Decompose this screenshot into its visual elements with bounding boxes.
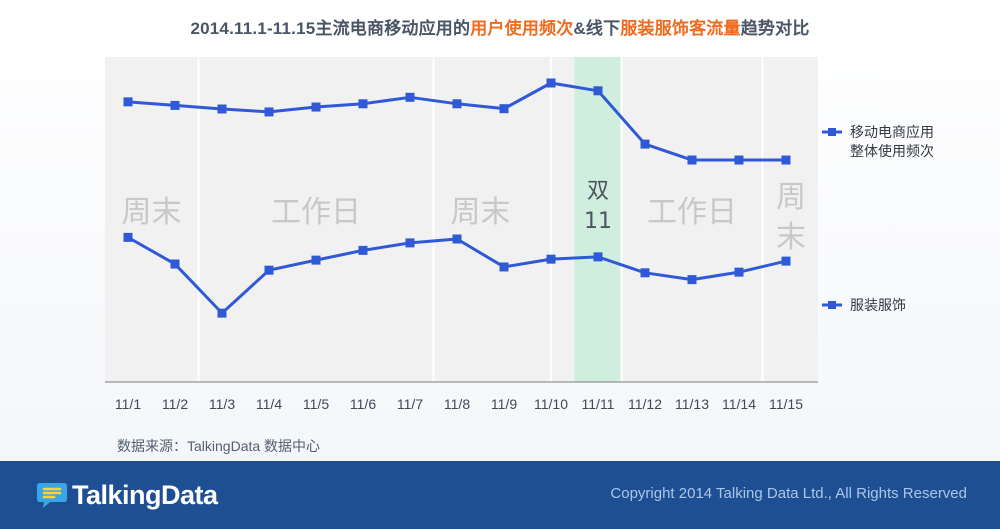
data-point-1-13 [734,267,744,277]
data-point-1-4 [311,255,321,265]
data-point-1-5 [358,245,368,255]
x-tick-label-8: 11/9 [491,396,517,412]
x-tick-label-4: 11/5 [303,396,329,412]
series-0 [123,78,791,165]
x-tick-label-13: 11/14 [722,396,756,412]
data-point-0-7 [452,99,462,109]
data-point-0-14 [781,155,791,165]
x-tick-label-10: 11/11 [582,396,615,412]
highlight-band-3 [574,57,622,382]
period-label-4: 工作日 [647,195,737,230]
legend-label-0: 移动电商应用整体使用频次 [850,124,934,160]
x-tick-label-6: 11/7 [397,396,423,412]
title-highlight-2: 服装服饰客流量 [620,19,741,38]
x-axis: 11/1 11/2 11/3 11/4 11/5 11/6 11/7 11/8 11/9 11/1… [105,381,818,412]
data-point-1-11 [640,268,650,278]
series-group [123,78,791,318]
data-point-0-2 [217,104,227,114]
chat-bubble-logo-icon [37,483,67,508]
data-point-0-9 [546,78,556,88]
title-part-2: &线下 [573,19,621,38]
data-point-0-13 [734,155,744,165]
legend-entry-1: 服装服饰 [822,298,906,314]
data-point-1-0 [123,232,133,242]
legend-entry-0: 移动电商应用整体使用频次 [822,124,934,160]
data-point-0-6 [405,92,415,102]
data-point-1-10 [593,252,603,262]
x-tick-label-5: 11/6 [350,396,376,412]
title-highlight-1: 用户使用频次 [470,19,574,38]
data-point-0-0 [123,97,133,107]
data-point-0-11 [640,139,650,149]
data-point-1-1 [170,259,180,269]
copyright-text: Copyright 2014 Talking Data Ltd., All Ri… [610,485,967,502]
period-label-3: 双 11 [584,179,612,234]
data-point-0-3 [264,107,274,117]
data-point-0-1 [170,100,180,110]
data-point-1-8 [499,262,509,272]
line-chart: 周末 工作日 周末 双 11 工作日 周末 11/1 11/2 11/3 11/4 11/5 11/6… [105,57,934,412]
x-tick-label-0: 11/1 [115,396,141,412]
x-tick-label-9: 11/10 [534,396,568,412]
legend-label-1: 服装服饰 [850,298,906,314]
period-labels: 周末 工作日 周末 双 11 工作日 周末 [122,179,807,255]
data-point-1-3 [264,265,274,275]
data-point-1-6 [405,238,415,248]
period-label-5: 周末 [776,180,806,255]
data-point-0-4 [311,102,321,112]
title-part-1: 2014.11.1-11.15主流电商移动应用的 [190,19,471,38]
x-tick-label-12: 11/13 [675,396,709,412]
x-tick-label-1: 11/2 [162,396,188,412]
data-point-0-12 [687,155,697,165]
data-point-0-10 [593,86,603,96]
period-label-2: 周末 [451,195,511,230]
title-part-3: 趋势对比 [740,19,810,38]
x-tick-label-14: 11/15 [769,396,803,412]
series-1 [123,232,791,318]
x-tick-label-7: 11/8 [444,396,470,412]
vertical-gridlines [197,57,764,382]
x-tick-label-11: 11/12 [628,396,662,412]
data-point-0-5 [358,99,368,109]
x-tick-label-2: 11/3 [209,396,235,412]
data-point-1-9 [546,254,556,264]
x-tick-label-3: 11/4 [256,396,282,412]
talkingdata-logo: TalkingData [36,477,218,513]
legend-marker-1 [828,301,836,309]
data-point-1-2 [217,308,227,318]
data-point-1-7 [452,234,462,244]
footer: TalkingData Copyright 2014 Talking Data … [0,461,1000,529]
data-point-1-14 [781,256,791,266]
period-label-0: 周末 [122,195,182,230]
legend-marker-0 [828,128,836,136]
data-point-1-12 [687,275,697,285]
data-source: 数据来源：TalkingData 数据中心 [117,438,321,454]
chart-title: 2014.11.1-11.15主流电商移动应用的用户使用频次&线下服装服饰客流量… [0,14,1000,39]
data-point-0-8 [499,104,509,114]
period-label-1: 工作日 [271,195,361,230]
logo-text: TalkingData [72,479,218,510]
